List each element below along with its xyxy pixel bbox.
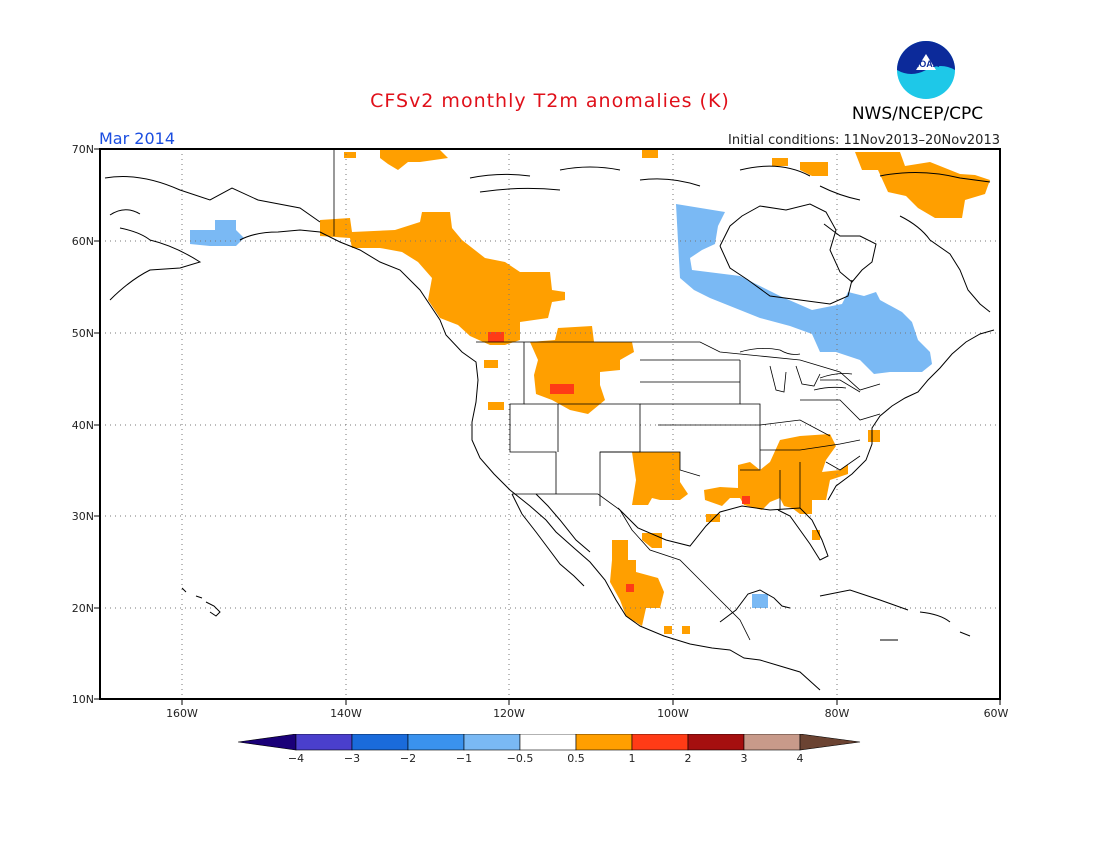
political-borders	[333, 150, 881, 641]
colorbar-swatch-m4-m3	[295, 734, 353, 751]
colorbar-swatch-m2-m1	[407, 734, 465, 751]
lat-label-50n: 50N	[71, 327, 94, 340]
colorbar	[238, 734, 861, 751]
great-lakes	[739, 348, 853, 393]
colorbar-label: −0.5	[506, 752, 534, 765]
axis-ticks	[94, 148, 1001, 705]
colorbar-swatch-2-3	[687, 734, 745, 751]
colorbar-label: −4	[287, 752, 305, 765]
lon-label-160w: 160W	[166, 707, 198, 720]
noaa-logo: NOAA	[897, 41, 955, 99]
lat-label-30n: 30N	[71, 510, 94, 523]
colorbar-swatch-3-4	[743, 734, 801, 751]
svg-text:NOAA: NOAA	[913, 59, 940, 69]
colorbar-label: 4	[796, 752, 804, 765]
valid-month-label: Mar 2014	[99, 129, 175, 148]
map-title: CFSv2 monthly T2m anomalies (K)	[370, 90, 730, 112]
lat-label-60n: 60N	[71, 235, 94, 248]
colorbar-swatch-m3-m2	[351, 734, 409, 751]
organization-label: NWS/NCEP/CPC	[851, 104, 984, 124]
lat-label-20n: 20N	[71, 602, 94, 615]
lon-label-120w: 120W	[493, 707, 525, 720]
colorbar-swatch-m1-m05	[463, 734, 521, 751]
lat-label-10n: 10N	[71, 693, 94, 706]
lon-label-80w: 80W	[824, 707, 850, 720]
lat-label-70n: 70N	[71, 143, 94, 156]
graticule	[100, 149, 1000, 699]
map-frame	[99, 148, 1001, 700]
colorbar-swatch-below-4	[238, 734, 297, 751]
colorbar-label: 0.5	[567, 752, 585, 765]
colorbar-label: −1	[455, 752, 473, 765]
lat-label-40n: 40N	[71, 419, 94, 432]
colorbar-label: −3	[343, 752, 361, 765]
lon-label-60w: 60W	[983, 707, 1009, 720]
coastlines	[104, 165, 995, 691]
colorbar-label: 1	[628, 752, 636, 765]
colorbar-swatch-neutral	[519, 734, 577, 751]
colorbar-label: 3	[740, 752, 748, 765]
colorbar-swatch-05-1	[575, 734, 633, 751]
colorbar-label: −2	[399, 752, 417, 765]
anomaly-shading	[190, 150, 990, 634]
colorbar-swatch-1-2	[631, 734, 689, 751]
initial-conditions-label: Initial conditions: 11Nov2013–20Nov2013	[728, 133, 1000, 148]
colorbar-label: 2	[684, 752, 692, 765]
lon-label-100w: 100W	[657, 707, 689, 720]
lon-label-140w: 140W	[330, 707, 362, 720]
colorbar-swatch-above-4	[799, 734, 861, 751]
